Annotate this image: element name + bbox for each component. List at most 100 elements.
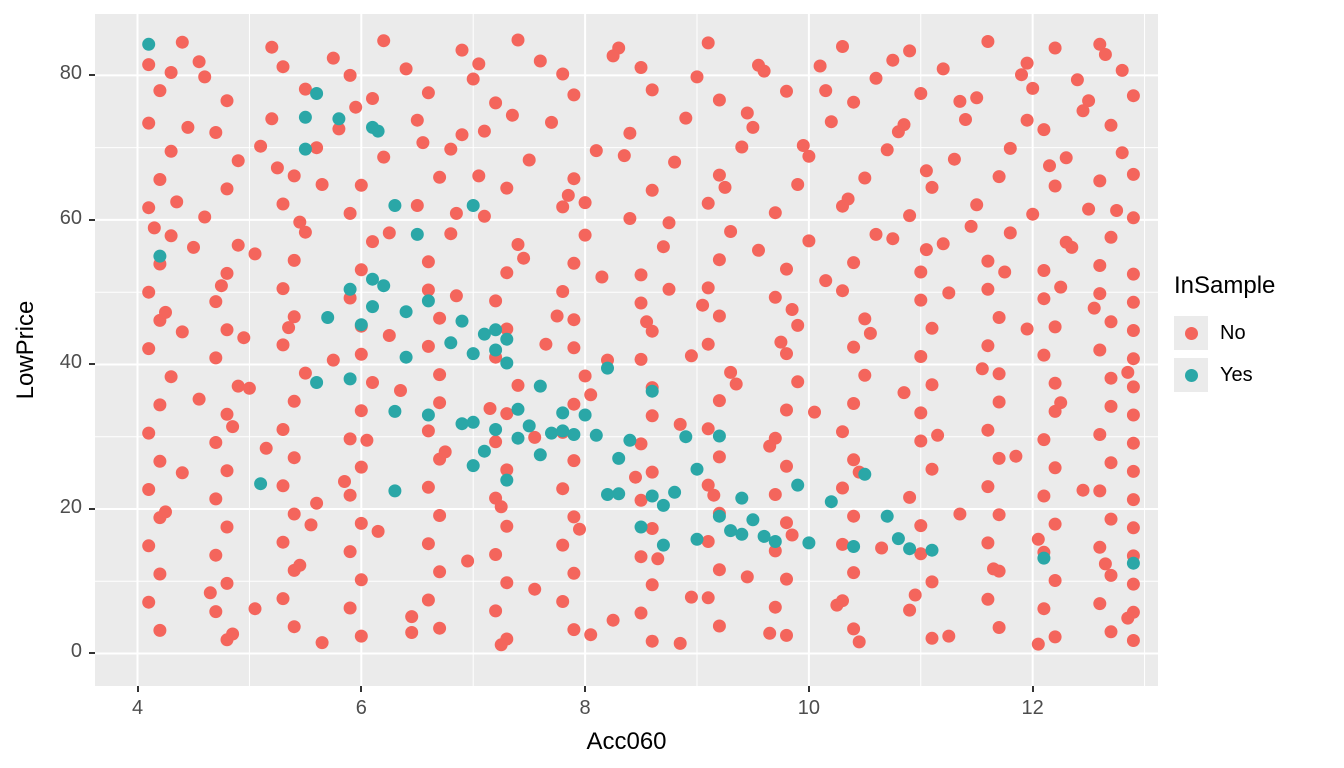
data-point: [287, 253, 301, 267]
data-point: [500, 322, 514, 336]
data-point: [1054, 396, 1068, 410]
data-point: [992, 621, 1006, 634]
data-point: [192, 392, 206, 406]
data-point: [388, 199, 402, 212]
data-point: [550, 309, 564, 323]
data-point: [1059, 151, 1073, 165]
data-point: [209, 295, 223, 309]
data-point: [1126, 408, 1140, 422]
data-point: [712, 563, 726, 577]
data-point: [421, 294, 435, 308]
data-point: [1048, 574, 1062, 587]
data-point: [416, 136, 430, 150]
data-point: [242, 381, 256, 395]
data-point: [735, 527, 749, 541]
data-point: [858, 171, 872, 185]
data-point: [1126, 380, 1140, 394]
data-point: [1093, 484, 1107, 498]
data-point: [668, 155, 682, 169]
data-point: [343, 488, 357, 502]
data-point: [640, 315, 654, 329]
data-point: [612, 451, 626, 465]
data-point: [1031, 532, 1045, 546]
data-point: [780, 516, 793, 530]
data-point: [533, 54, 547, 68]
data-point: [153, 173, 167, 186]
data-point: [388, 404, 402, 418]
data-point: [500, 473, 514, 487]
data-point: [1037, 348, 1051, 362]
data-point: [433, 170, 447, 184]
data-point: [1037, 433, 1051, 447]
data-point: [433, 621, 447, 635]
data-point: [142, 483, 156, 496]
data-point: [1037, 602, 1051, 616]
data-point: [953, 507, 967, 521]
data-point: [712, 168, 726, 182]
data-point: [959, 113, 972, 126]
data-point: [852, 635, 866, 649]
data-point: [248, 602, 262, 616]
data-point: [746, 513, 760, 527]
data-point: [198, 70, 212, 84]
data-point: [886, 53, 900, 67]
data-point: [819, 84, 833, 98]
data-point: [354, 347, 368, 361]
data-point: [992, 367, 1006, 381]
data-point: [880, 509, 894, 523]
data-point: [718, 180, 732, 194]
data-point: [595, 270, 609, 284]
data-point: [1126, 436, 1140, 450]
data-point: [1070, 73, 1084, 87]
data-point: [567, 454, 581, 468]
data-point: [209, 436, 223, 449]
data-point: [701, 422, 715, 436]
data-point: [421, 593, 435, 607]
data-point: [500, 407, 514, 421]
data-point: [220, 266, 234, 280]
y-axis-title: LowPrice: [12, 300, 39, 400]
data-point: [399, 305, 413, 319]
data-point: [1093, 597, 1107, 611]
data-point: [1037, 292, 1051, 306]
data-point: [1126, 89, 1140, 103]
data-point: [701, 36, 715, 50]
data-point: [981, 339, 995, 353]
data-point: [366, 92, 379, 105]
data-point: [869, 71, 883, 85]
data-point: [500, 519, 514, 533]
data-point: [444, 142, 458, 156]
data-point: [629, 470, 642, 484]
data-point: [1020, 113, 1034, 127]
data-point: [153, 84, 167, 98]
x-tick-label: 4: [131, 697, 144, 719]
data-point: [343, 372, 357, 386]
data-point: [354, 178, 368, 192]
data-point: [410, 227, 424, 241]
data-point: [1104, 625, 1118, 639]
data-point: [768, 488, 782, 501]
data-point: [472, 57, 486, 71]
data-point: [1115, 63, 1129, 77]
data-point: [975, 362, 989, 376]
data-point: [248, 247, 262, 261]
data-point: [847, 397, 861, 410]
data-point: [142, 342, 156, 356]
y-tick-mark: [89, 507, 95, 510]
data-point: [164, 370, 178, 384]
data-point: [802, 536, 816, 550]
data-point: [1076, 483, 1090, 497]
data-point: [875, 541, 889, 555]
data-point: [701, 591, 715, 605]
data-point: [701, 281, 715, 295]
data-point: [819, 274, 833, 288]
data-point: [511, 431, 525, 445]
data-point: [634, 437, 648, 451]
data-point: [914, 519, 928, 533]
x-tick-label: 8: [579, 697, 591, 719]
legend-label-yes: Yes: [1220, 363, 1253, 386]
data-point: [645, 324, 659, 338]
data-point: [276, 479, 290, 493]
data-point: [511, 33, 525, 47]
data-point: [567, 623, 581, 637]
